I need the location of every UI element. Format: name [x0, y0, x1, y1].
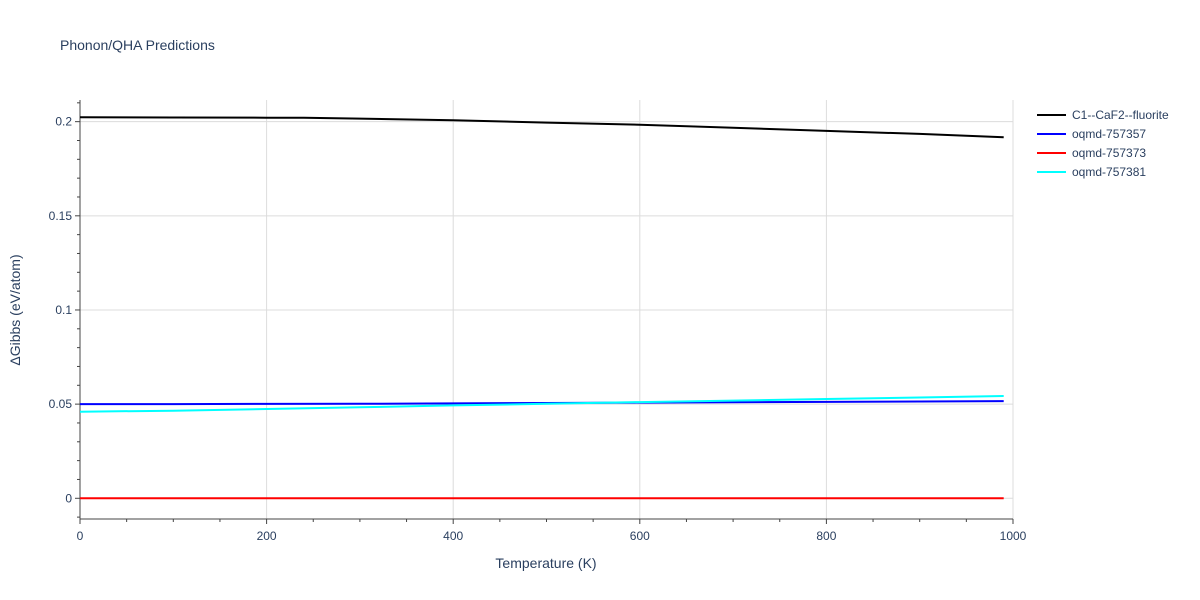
y-tick-label: 0 [65, 491, 72, 505]
chart-title: Phonon/QHA Predictions [60, 37, 215, 53]
grid [80, 100, 1014, 519]
legend-item[interactable]: oqmd-757357 [1037, 127, 1146, 141]
x-tick-label: 600 [630, 529, 650, 543]
x-tick-label: 1000 [1000, 529, 1027, 543]
x-axis-title: Temperature (K) [495, 555, 596, 571]
y-tick-label: 0.2 [55, 115, 72, 129]
legend-label: C1--CaF2--fluorite [1072, 108, 1169, 122]
legend-label: oqmd-757381 [1072, 165, 1146, 179]
y-tick-label: 0.15 [49, 209, 73, 223]
legend[interactable]: C1--CaF2--fluorite oqmd-757357 oqmd-757373… [1037, 108, 1169, 179]
x-tick-label: 0 [77, 529, 84, 543]
legend-item[interactable]: oqmd-757381 [1037, 165, 1146, 179]
legend-item[interactable]: C1--CaF2--fluorite [1037, 108, 1169, 122]
y-tick-label: 0.05 [49, 397, 73, 411]
legend-label: oqmd-757357 [1072, 127, 1146, 141]
legend-label: oqmd-757373 [1072, 146, 1146, 160]
x-tick-label: 800 [816, 529, 836, 543]
x-tick-label: 200 [257, 529, 277, 543]
x-tick-label: 400 [443, 529, 463, 543]
series-group [79, 116, 1004, 500]
series-line-C1--CaF2--fluorite[interactable] [79, 116, 1004, 139]
y-axis-title: ΔGibbs (eV/atom) [7, 254, 23, 365]
axes: 0 200 400 600 800 1000 0 0.05 0.1 0.15 0.2 [49, 100, 1027, 543]
legend-item[interactable]: oqmd-757373 [1037, 146, 1146, 160]
y-tick-label: 0.1 [55, 303, 72, 317]
series-line-oqmd-757381[interactable] [79, 395, 1004, 413]
